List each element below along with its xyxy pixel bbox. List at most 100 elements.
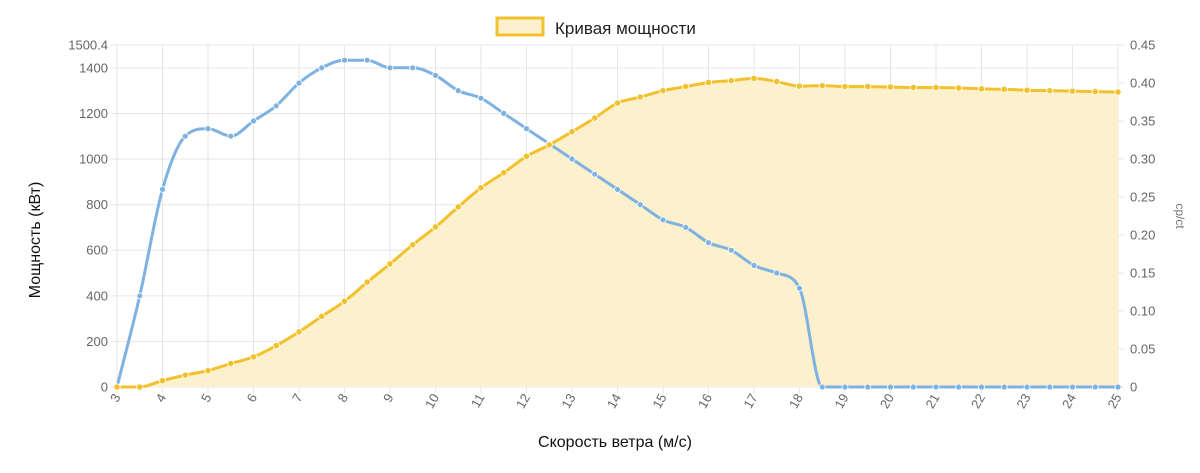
x-tick-label: 21	[922, 391, 942, 411]
y-tick-label: 1400	[79, 60, 108, 75]
y-tick-label: 1000	[79, 152, 108, 167]
cp-point	[1069, 383, 1076, 391]
x-tick-label: 20	[877, 391, 897, 411]
cp-point	[272, 102, 280, 110]
power-point	[477, 184, 485, 192]
cp-point	[1023, 383, 1031, 391]
power-point	[340, 297, 349, 305]
x-tick-label: 11	[468, 391, 488, 410]
cp-point	[682, 223, 690, 231]
power-point	[977, 85, 986, 93]
y2-tick-label: 0.40	[1130, 76, 1155, 91]
power-point	[795, 82, 804, 90]
y-right-tick-labels: 0 0.05 0.10 0.15 0.20 0.25 0.30 0.35 0.40 0.45	[1130, 38, 1155, 395]
power-point	[568, 128, 576, 136]
x-tick-label: 14	[604, 391, 624, 411]
power-point	[818, 82, 826, 90]
cp-point	[818, 383, 826, 391]
cp-point	[978, 383, 985, 391]
y2-tick-label: 0	[1130, 380, 1137, 395]
y2-tick-label: 0.05	[1130, 342, 1155, 357]
power-point	[636, 93, 644, 101]
power-point	[181, 371, 189, 379]
power-point	[704, 78, 713, 87]
cp-point	[773, 269, 781, 277]
cp-point	[1046, 383, 1054, 391]
cp-point	[477, 94, 485, 102]
x-tick-label: 18	[786, 391, 806, 411]
power-point	[682, 82, 690, 91]
power-area	[117, 78, 1118, 387]
power-point	[227, 359, 235, 368]
cp-point	[887, 383, 894, 391]
cp-point	[591, 170, 599, 178]
power-point	[1000, 85, 1008, 93]
power-point	[272, 341, 280, 350]
series-points	[113, 56, 1122, 391]
cp-point	[727, 246, 735, 254]
y-left-tick-labels: 0 200 400 600 800 1000 1200 1400 1500.4	[68, 38, 108, 395]
y-tick-label: 1200	[79, 106, 108, 121]
cp-point	[1091, 383, 1099, 391]
x-tick-label: 25	[1104, 391, 1124, 411]
y2-tick-label: 0.45	[1130, 38, 1155, 53]
cp-point	[250, 117, 257, 125]
power-point	[204, 366, 212, 375]
power-point	[295, 328, 303, 336]
cp-point	[614, 185, 621, 193]
power-point	[431, 223, 440, 231]
power-point	[1068, 87, 1077, 95]
cp-point	[909, 383, 917, 391]
cp-point	[409, 64, 417, 72]
y2-tick-label: 0.15	[1130, 266, 1155, 281]
power-point	[113, 383, 121, 391]
x-tick-label: 8	[334, 391, 351, 405]
y-tick-label: 600	[86, 243, 108, 258]
y-tick-label: 1500.4	[68, 38, 108, 53]
cp-point	[864, 383, 872, 391]
power-point	[386, 260, 394, 268]
legend[interactable]: Кривая мощности	[495, 16, 696, 38]
x-tick-label: 12	[513, 391, 533, 411]
power-point	[955, 84, 963, 92]
x-tick-label: 13	[558, 391, 578, 411]
cp-point	[181, 132, 189, 140]
power-point	[522, 152, 531, 160]
y2-axis-title: cp/ct	[1173, 203, 1187, 229]
cp-point	[636, 201, 644, 209]
cp-point	[659, 216, 667, 224]
y-tick-label: 400	[86, 288, 108, 303]
cp-point	[841, 383, 849, 391]
x-tick-label: 22	[968, 391, 988, 411]
power-point	[1023, 86, 1031, 94]
x-tick-label: 16	[695, 391, 715, 411]
x-axis-title: Скорость ветра (м/с)	[538, 434, 692, 451]
power-point	[864, 82, 872, 91]
power-point	[409, 241, 417, 249]
cp-point	[796, 284, 803, 292]
cp-point	[568, 155, 576, 163]
cp-point	[363, 56, 371, 64]
cp-point	[750, 261, 758, 269]
power-point	[659, 87, 667, 95]
legend-label: Кривая мощности	[555, 19, 696, 38]
x-tick-labels: 3 4 5 6 7 8 9 10 11 12 13 14 15 16 17 18 19 20 21 22 23 24 25	[107, 391, 1125, 411]
cp-point	[500, 110, 508, 117]
x-tick-label: 4	[152, 391, 169, 405]
y2-tick-label: 0.35	[1130, 114, 1155, 129]
cp-point	[159, 185, 166, 193]
y-tick-label: 800	[86, 197, 108, 212]
y2-tick-label: 0.25	[1130, 190, 1155, 205]
power-point	[1046, 87, 1054, 95]
x-tick-label: 7	[289, 391, 306, 405]
power-point	[886, 83, 895, 91]
y-tick-label: 0	[101, 380, 108, 395]
power-area-fill	[117, 78, 1118, 387]
x-tick-label: 17	[740, 391, 760, 411]
x-tick-label: 15	[649, 391, 669, 411]
x-tick-label: 24	[1059, 391, 1079, 411]
cp-point	[932, 383, 940, 391]
power-point	[318, 312, 326, 320]
power-point	[841, 82, 849, 91]
